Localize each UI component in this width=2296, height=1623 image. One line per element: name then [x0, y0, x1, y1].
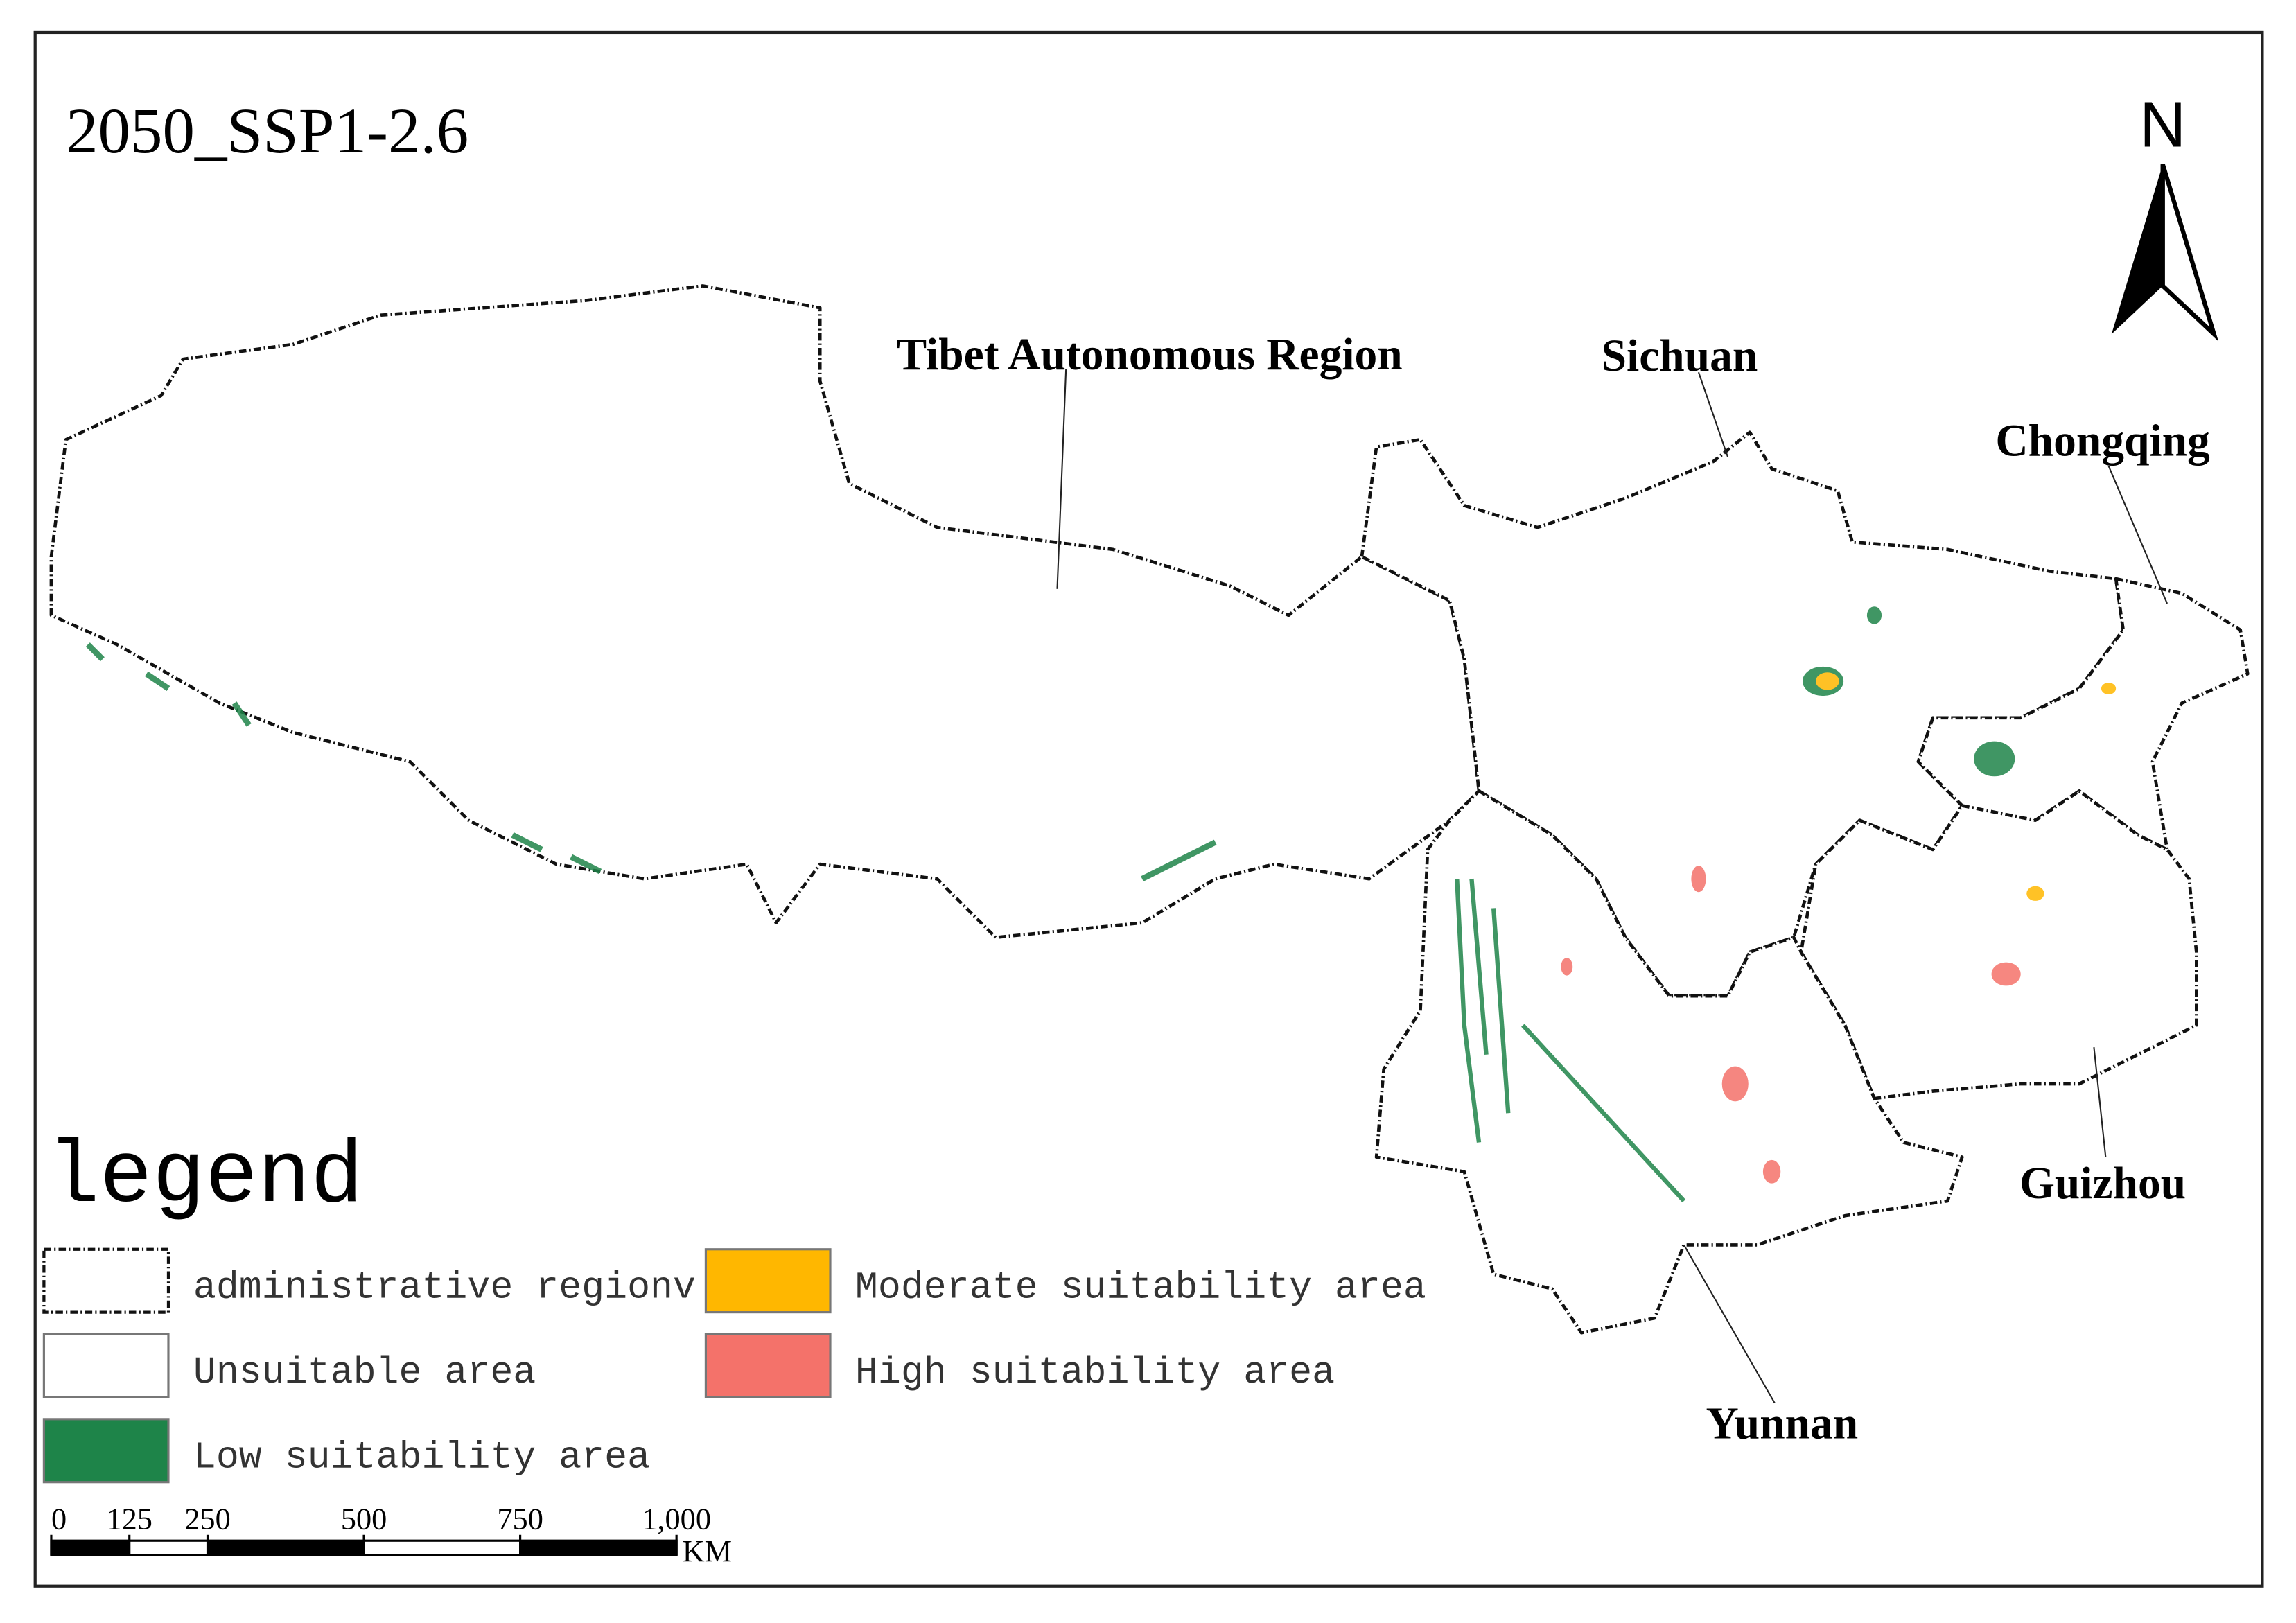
leader-line — [1683, 1244, 1776, 1404]
scale-segment — [520, 1541, 677, 1556]
region-label: Chongqing — [1995, 416, 2210, 466]
scale-tick-label: 500 — [341, 1501, 387, 1536]
scale-tick-label: 0 — [51, 1501, 67, 1536]
chongqing-outline — [1916, 577, 2250, 852]
legend-label: Moderate suitability area — [855, 1266, 1426, 1309]
scale-tick-label: 125 — [106, 1501, 152, 1536]
leader-line — [1697, 371, 1729, 458]
scale-tick-label: 250 — [184, 1501, 231, 1536]
region-label: Tibet Autonomous Region — [897, 330, 1403, 380]
region-label: Sichuan — [1602, 331, 1758, 381]
leader-line — [1056, 369, 1067, 589]
legend: administrative regionv Unsuitable area Low… — [42, 1247, 1426, 1484]
scale-segment — [207, 1541, 365, 1556]
yunnan-outline — [1374, 789, 1964, 1335]
region-label: Yunnan — [1706, 1398, 1859, 1448]
leader-line — [2093, 1047, 2107, 1157]
north-label: N — [2139, 89, 2186, 161]
legend-swatch — [42, 1247, 170, 1314]
scale-unit: KM — [683, 1534, 732, 1568]
legend-label: Unsuitable area — [193, 1351, 536, 1394]
legend-swatch — [704, 1333, 832, 1398]
legend-label: administrative regionv — [193, 1266, 696, 1309]
scale-tick-label: 750 — [497, 1501, 543, 1536]
legend-swatch — [42, 1333, 170, 1398]
legend-swatch — [42, 1418, 170, 1484]
scale-tick-label: 1,000 — [642, 1501, 711, 1536]
guizhou-outline — [1799, 789, 2198, 1100]
scale-segment — [51, 1541, 130, 1556]
north-arrow-left — [2111, 164, 2163, 335]
suitability-texture — [85, 606, 2117, 1203]
region-label: Guizhou — [2019, 1159, 2186, 1209]
legend-label: Low suitability area — [193, 1437, 650, 1480]
map-title: 2050_SSP1-2.6 — [66, 96, 468, 167]
legend-title: legend — [47, 1128, 363, 1228]
legend-swatch — [704, 1248, 832, 1314]
north-arrow-right — [2160, 164, 2219, 342]
leader-line — [2107, 465, 2168, 604]
legend-label: High suitability area — [855, 1351, 1335, 1394]
